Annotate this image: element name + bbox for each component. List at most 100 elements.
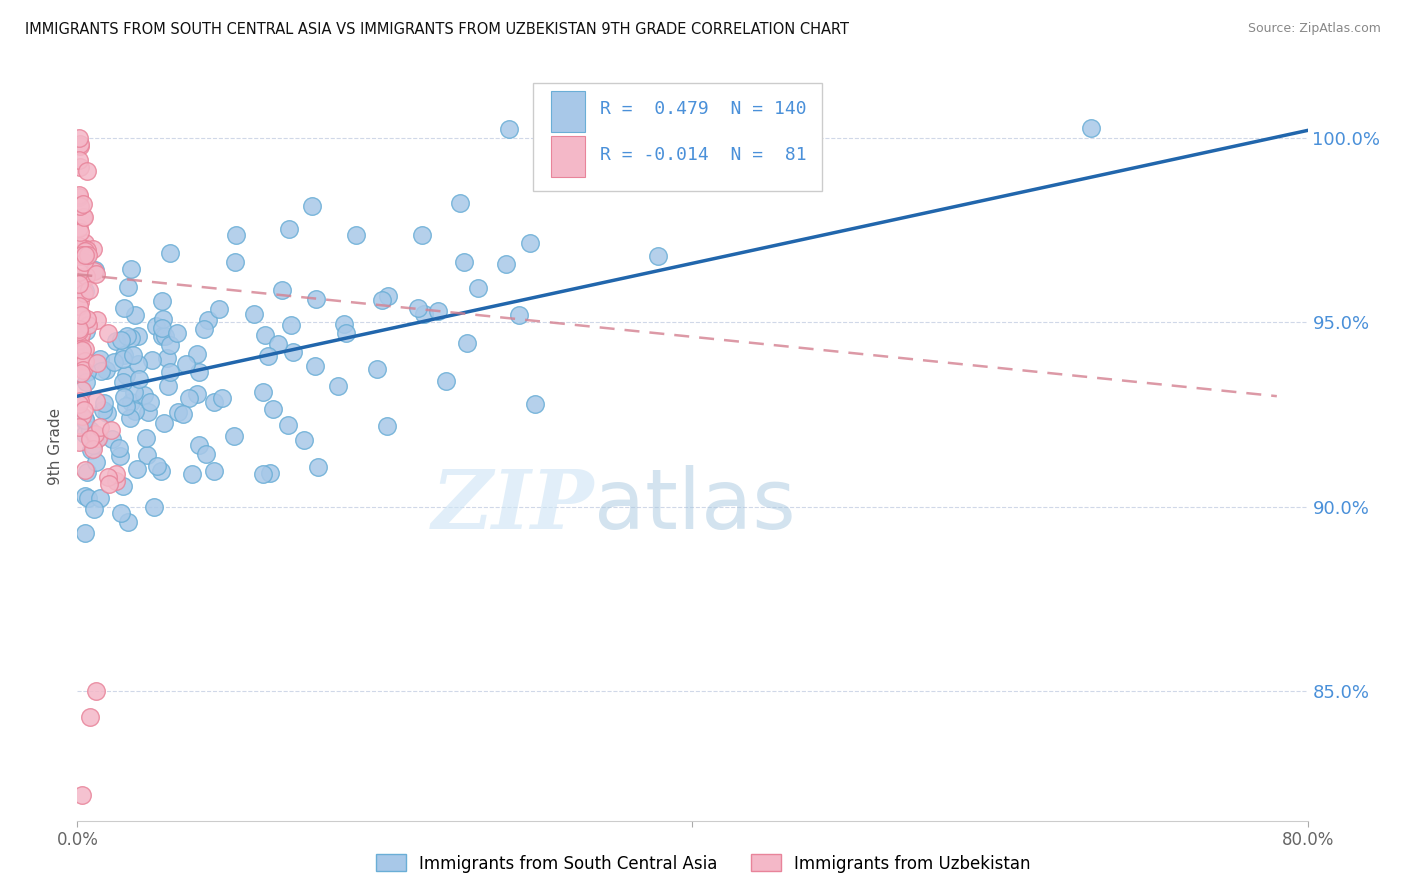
Point [83,502,105,516]
Point [222,428,245,442]
Point [83,263,105,277]
Point [69,241,91,255]
Point [150,321,173,335]
Point [76,466,98,480]
Point [453,255,475,269]
Point [73,412,96,426]
Point [112,301,135,315]
Point [188,365,211,379]
Point [67,240,90,254]
Point [120,395,142,409]
FancyBboxPatch shape [551,91,585,132]
Point [97,470,120,484]
Point [174,357,197,371]
Point [72,196,94,211]
Point [67,189,90,203]
Point [115,399,138,413]
Point [207,302,229,317]
Point [159,364,181,378]
Legend: Immigrants from South Central Asia, Immigrants from Uzbekistan: Immigrants from South Central Asia, Immi… [368,847,1038,880]
Point [73,271,96,285]
Point [73,353,96,368]
Point [86,356,108,370]
Point [117,515,139,529]
Point [332,317,354,331]
Point [79,710,101,724]
Point [150,294,173,309]
Text: R =  0.479  N = 140: R = 0.479 N = 140 [600,100,807,118]
Point [152,312,174,326]
Point [267,337,290,351]
Point [281,344,304,359]
Point [142,500,165,515]
Point [80,442,103,457]
Point [211,391,233,405]
Point [120,331,142,345]
Point [72,363,94,377]
Point [67,249,90,263]
Point [75,342,97,356]
Text: IMMIGRANTS FROM SOUTH CENTRAL ASIA VS IMMIGRANTS FROM UZBEKISTAN 9TH GRADE CORRE: IMMIGRANTS FROM SOUTH CENTRAL ASIA VS IM… [25,22,849,37]
Point [498,121,520,136]
Point [110,333,132,347]
Point [150,329,173,343]
Point [82,438,104,452]
Point [495,257,517,271]
Point [93,396,115,410]
Point [370,293,392,307]
Point [112,348,135,362]
Point [67,420,90,434]
Point [82,242,104,256]
Point [77,318,100,332]
Point [75,414,97,428]
Point [69,139,91,153]
Point [167,405,190,419]
Point [156,351,179,365]
Point [75,242,97,256]
Point [73,284,96,298]
Point [187,438,209,452]
Point [254,328,277,343]
Point [69,334,91,348]
Point [411,227,433,242]
Point [125,461,148,475]
Point [124,403,146,417]
Point [135,431,157,445]
Point [124,309,146,323]
Point [1080,121,1102,136]
Point [67,188,90,202]
Point [377,288,399,302]
Point [194,447,217,461]
Point [73,286,96,301]
Point [112,390,135,404]
Point [307,460,329,475]
Point [67,130,90,145]
Point [67,353,90,368]
Point [344,227,367,242]
Point [153,416,176,430]
Point [301,199,323,213]
Point [69,226,91,240]
Point [70,248,93,262]
Point [79,423,101,437]
Point [72,210,94,224]
Point [252,384,274,399]
Point [252,467,274,481]
Point [150,464,173,478]
Point [73,427,96,442]
Point [159,338,181,352]
Point [108,449,131,463]
Point [69,366,91,380]
Point [122,348,145,362]
Point [127,329,149,343]
Point [73,463,96,477]
Point [67,276,90,290]
Point [94,363,117,377]
Point [70,409,93,423]
Point [75,269,97,284]
Point [134,388,156,402]
Point [73,255,96,269]
Point [83,264,105,278]
Point [224,255,246,269]
Point [73,210,96,224]
